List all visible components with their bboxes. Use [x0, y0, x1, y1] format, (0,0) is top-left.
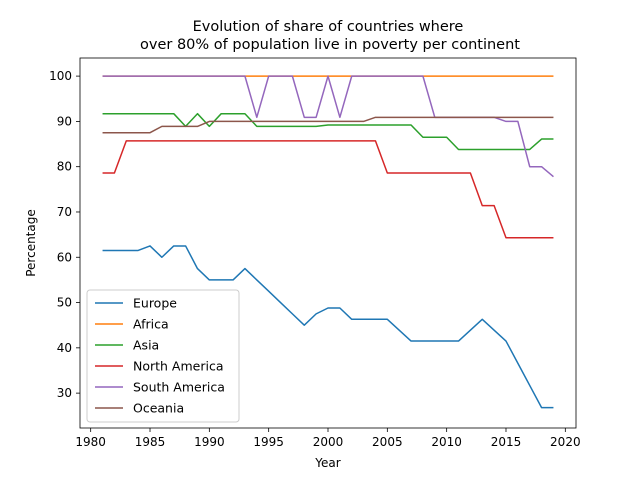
legend-label: Africa: [133, 317, 169, 332]
y-tick-label: 40: [57, 341, 72, 355]
series-line: [103, 114, 554, 150]
legend-label: South America: [133, 380, 225, 395]
chart-title-line-1: Evolution of share of countries where: [193, 19, 464, 35]
x-tick-label: 2005: [372, 435, 403, 449]
x-axis-label: Year: [314, 456, 340, 470]
y-tick-label: 100: [49, 69, 72, 83]
legend-label: Asia: [133, 338, 159, 353]
y-tick-label: 90: [57, 114, 72, 128]
y-axis-label: Percentage: [24, 209, 38, 277]
x-tick-label: 2020: [550, 435, 581, 449]
x-tick-label: 1980: [75, 435, 106, 449]
legend-label: Oceania: [133, 401, 184, 416]
y-tick-label: 50: [57, 296, 72, 310]
x-tick-label: 2010: [431, 435, 462, 449]
legend-label: North America: [133, 359, 224, 374]
x-tick-label: 2015: [491, 435, 522, 449]
chart-title-line-2: over 80% of population live in poverty p…: [140, 37, 520, 53]
x-tick-label: 2000: [313, 435, 344, 449]
legend: Europe Africa Asia North America South Ameri…: [87, 290, 239, 422]
series-asia: [103, 114, 554, 150]
legend-label: Europe: [133, 296, 177, 311]
y-tick-label: 30: [57, 386, 72, 400]
x-tick-label: 1995: [253, 435, 284, 449]
y-tick-label: 70: [57, 205, 72, 219]
x-tick-label: 1990: [194, 435, 225, 449]
series-line: [103, 141, 554, 238]
y-tick-label: 60: [57, 250, 72, 264]
series-north-america: [103, 141, 554, 238]
y-tick-label: 80: [57, 160, 72, 174]
x-tick-label: 1985: [135, 435, 166, 449]
